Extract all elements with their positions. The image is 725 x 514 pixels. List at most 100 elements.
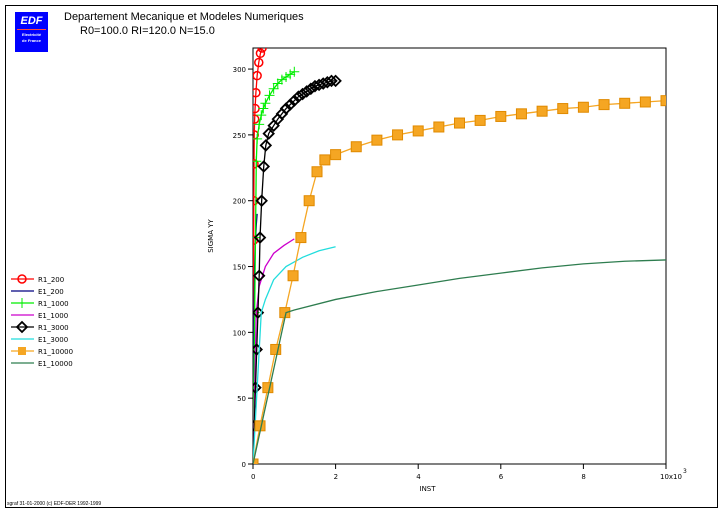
data-point xyxy=(619,97,631,109)
series-line xyxy=(253,246,336,464)
x-tick-exponent: 3 xyxy=(683,468,687,475)
chart-title: Departement Mecanique et Modeles Numeriq… xyxy=(64,11,304,23)
data-point xyxy=(262,382,274,394)
window-frame xyxy=(5,5,718,508)
data-point xyxy=(303,195,315,207)
data-point xyxy=(330,149,342,161)
x-tick-label: 6 xyxy=(499,473,504,481)
data-point xyxy=(639,96,651,108)
data-point xyxy=(253,381,262,394)
series-line xyxy=(253,100,666,464)
legend-label: E1_3000 xyxy=(38,336,68,344)
data-point xyxy=(272,78,283,89)
data-point xyxy=(392,129,404,141)
data-point xyxy=(295,232,307,244)
legend-item: R1_10000 xyxy=(11,347,73,356)
data-point xyxy=(260,98,271,109)
x-tick-label: 8 xyxy=(581,473,585,481)
x-tick-label: 2 xyxy=(334,473,338,481)
logo-text: EDF xyxy=(20,15,43,27)
series-line xyxy=(253,80,336,464)
data-point xyxy=(292,90,305,103)
logo-subtext-2: de France xyxy=(22,38,41,43)
data-point xyxy=(577,101,589,113)
data-point xyxy=(253,156,262,167)
data-point xyxy=(264,90,275,101)
series-line xyxy=(253,71,295,464)
data-point xyxy=(276,74,287,85)
legend-label: R1_3000 xyxy=(38,324,69,332)
y-tick-label: 0 xyxy=(242,461,246,469)
x-tick-label: 0 xyxy=(251,473,255,481)
legend-item: R1_1000 xyxy=(11,298,69,308)
data-point xyxy=(283,98,297,111)
data-point xyxy=(255,194,268,207)
data-point xyxy=(257,48,267,53)
data-point xyxy=(253,458,259,464)
data-point xyxy=(433,121,445,133)
series-r1-1000 xyxy=(253,66,300,464)
data-point xyxy=(289,66,300,77)
data-point xyxy=(253,70,262,81)
plot-series xyxy=(253,48,666,464)
data-point xyxy=(296,87,309,101)
legend-label: R1_200 xyxy=(38,276,64,284)
series-e1-10000 xyxy=(253,259,666,464)
data-point xyxy=(304,82,318,96)
data-point xyxy=(474,114,486,126)
data-point xyxy=(536,105,548,117)
data-point xyxy=(557,103,569,115)
series-r1-3000 xyxy=(253,74,342,464)
footer-copyright: sgraf 31-01-2000 (c) EDF-DER 1992-1999 xyxy=(7,501,102,507)
data-point xyxy=(255,48,266,59)
x-tick-label: 10x10 xyxy=(660,473,682,481)
legend-item: E1_3000 xyxy=(11,336,68,344)
chart-subtitle: R0=100.0 RI=120.0 N=15.0 xyxy=(80,25,215,37)
data-point xyxy=(253,133,263,144)
data-point xyxy=(412,125,424,137)
data-point xyxy=(311,166,323,178)
series-r1-10000 xyxy=(253,95,666,464)
data-point xyxy=(319,154,331,166)
series-line xyxy=(253,259,666,464)
data-point xyxy=(660,95,666,107)
data-point xyxy=(258,103,269,114)
data-point xyxy=(256,110,267,121)
data-point xyxy=(253,114,260,124)
data-point xyxy=(254,119,265,130)
data-point xyxy=(254,57,264,68)
plot-area xyxy=(252,47,667,465)
data-point xyxy=(253,88,261,98)
legend-item: E1_1000 xyxy=(11,312,68,320)
data-point xyxy=(288,94,301,107)
legend-label: E1_200 xyxy=(38,288,64,296)
y-tick-label: 100 xyxy=(233,329,246,337)
legend-label: E1_1000 xyxy=(38,312,68,320)
data-point xyxy=(598,99,610,111)
data-point xyxy=(371,134,383,146)
y-axis-label: SIGMA YY xyxy=(207,219,215,253)
legend-item: E1_200 xyxy=(11,288,64,296)
y-tick-label: 250 xyxy=(233,132,246,140)
series-e1-3000 xyxy=(253,246,336,464)
legend-marker xyxy=(18,347,26,355)
edf-logo: EDF Electricité de France xyxy=(15,12,48,52)
data-point xyxy=(270,343,282,355)
y-tick-label: 200 xyxy=(233,198,246,206)
legend-item: R1_200 xyxy=(11,274,64,284)
x-tick-label: 4 xyxy=(416,473,421,481)
data-point xyxy=(329,74,342,88)
data-point xyxy=(515,108,527,120)
series-e1-1000 xyxy=(253,238,295,464)
data-point xyxy=(262,127,275,140)
legend-label: R1_10000 xyxy=(38,348,73,356)
data-point xyxy=(454,117,465,129)
data-point xyxy=(325,74,338,88)
legend-label: E1_10000 xyxy=(38,360,73,368)
data-point xyxy=(268,83,279,94)
legend-marker xyxy=(17,274,27,284)
data-point xyxy=(259,139,273,152)
legend-marker xyxy=(17,298,27,308)
legend-item: R1_3000 xyxy=(11,320,69,334)
